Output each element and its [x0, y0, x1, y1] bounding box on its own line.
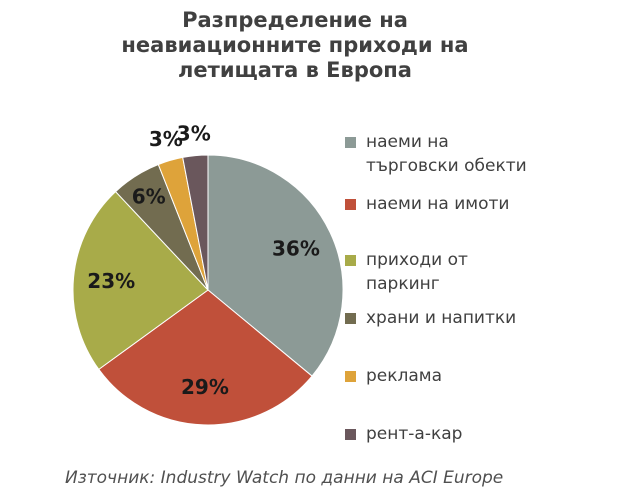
pie-slice: [182, 154, 209, 291]
pie-slice: [72, 190, 209, 371]
legend-item: наеми на търговски обекти: [345, 130, 527, 178]
legend-swatch: [345, 255, 356, 266]
pie-slice: [207, 154, 344, 377]
legend-swatch: [345, 429, 356, 440]
chart-title: Разпределение на неавиационните приходи …: [95, 8, 495, 83]
legend-item: храни и напитки: [345, 306, 516, 330]
legend-label: храни и напитки: [366, 308, 517, 328]
slice-data-label: 23%: [87, 269, 135, 293]
legend-item: реклама: [345, 364, 442, 388]
source-note: Източник: Industry Watch по данни на ACI…: [65, 468, 504, 488]
legend-swatch: [345, 371, 356, 382]
legend-label: рент-а-кар: [366, 424, 463, 444]
legend-label: наеми на търговски обекти: [366, 132, 527, 176]
legend-swatch: [345, 199, 356, 210]
legend-item: наеми на имоти: [345, 192, 509, 216]
slice-data-label: 3%: [177, 121, 211, 145]
legend-item: рент-а-кар: [345, 422, 462, 446]
pie-slice: [98, 289, 313, 426]
chart-title-line-2: неавиационните приходи на: [121, 33, 469, 57]
slice-data-label: 6%: [132, 185, 166, 209]
slice-data-label: 29%: [181, 375, 229, 399]
legend-label: реклама: [366, 366, 443, 386]
legend-swatch: [345, 137, 356, 148]
slice-data-label: 3%: [149, 127, 183, 151]
chart-title-line-1: Разпределение на: [182, 8, 408, 32]
slice-data-label: 36%: [272, 237, 320, 261]
legend-swatch: [345, 313, 356, 324]
legend-label: наеми на имоти: [366, 194, 510, 214]
chart-title-line-3: летищата в Европа: [178, 58, 412, 82]
legend-label: приходи от паркинг: [366, 250, 468, 294]
legend-item: приходи от паркинг: [345, 248, 468, 296]
